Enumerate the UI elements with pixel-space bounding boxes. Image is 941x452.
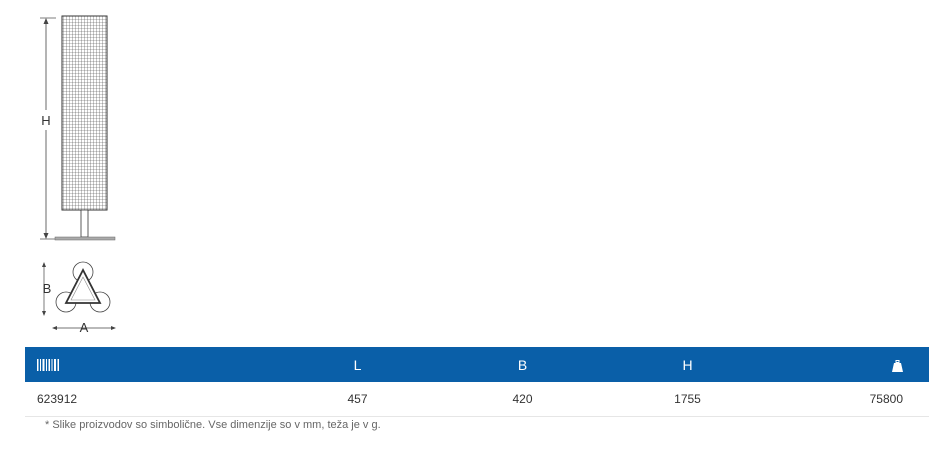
- table-header-background: [25, 347, 929, 382]
- footnote: * Slike proizvodov so simbolične. Vse di…: [45, 419, 381, 431]
- depth-label: B: [43, 281, 52, 296]
- width-column-header: B: [517, 356, 528, 373]
- column-stand: [80, 209, 89, 238]
- table-header-row: L B H: [25, 347, 929, 382]
- weight-column-header: [770, 357, 929, 373]
- column-base: [54, 236, 116, 241]
- width-cell: 420: [512, 392, 533, 406]
- product-drawing: H B A: [40, 15, 116, 335]
- height-dimension-line: [40, 17, 56, 240]
- weight-cell: 75800: [869, 392, 903, 406]
- height-label: H: [41, 113, 50, 128]
- width-label: A: [80, 320, 89, 335]
- spec-table: L B H 623912 457 420 1755 75800: [25, 347, 929, 417]
- top-view: [42, 261, 116, 330]
- length-cell: 457: [347, 392, 368, 406]
- article-number-cell: 623912: [37, 392, 78, 406]
- height-column-header: H: [682, 356, 693, 373]
- mesh-column: [61, 15, 108, 211]
- weight-icon: [892, 359, 903, 372]
- length-column-header: L: [353, 356, 362, 373]
- barcode-icon: [37, 358, 59, 371]
- table-row: 623912 457 420 1755 75800: [25, 382, 929, 417]
- height-cell: 1755: [674, 392, 701, 406]
- article-column-header: [25, 358, 275, 371]
